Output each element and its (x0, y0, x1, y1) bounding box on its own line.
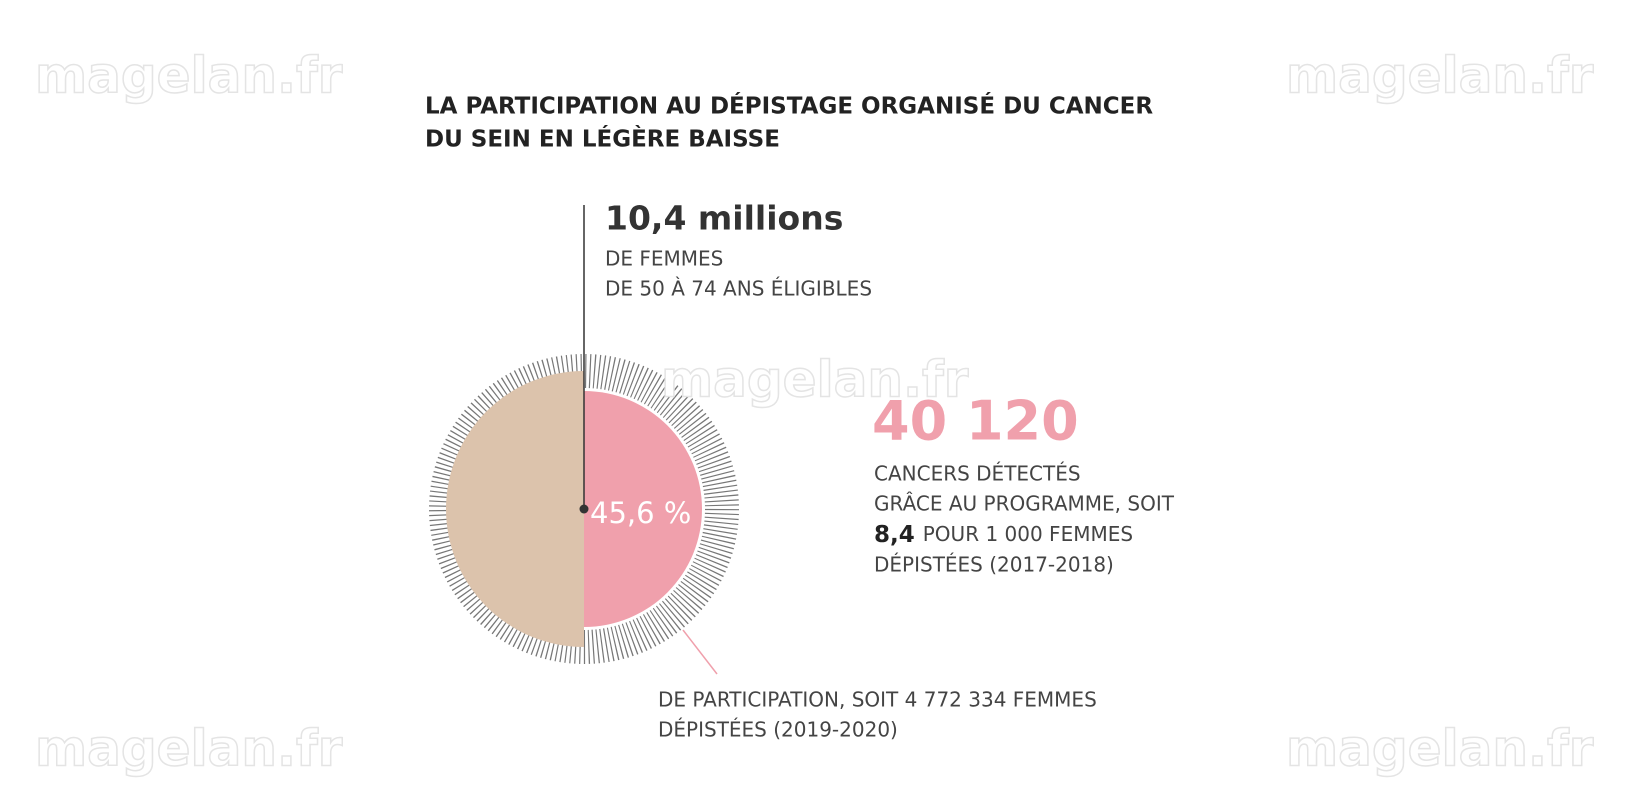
eligible-line: DE FEMMES (605, 247, 723, 271)
cancers-rate-text: POUR 1 000 FEMMES (923, 522, 1133, 546)
center-dot (579, 504, 589, 514)
pink-half (584, 391, 702, 627)
cancers-rate-line: 8,4 POUR 1 000 FEMMES (874, 522, 1133, 548)
watermark: magelan.fr (661, 351, 969, 409)
watermark: magelan.fr (35, 47, 343, 105)
eligible-figure: 10,4 millions (605, 199, 843, 238)
watermark: magelan.fr (1286, 720, 1594, 778)
eligible-line: DE 50 À 74 ANS ÉLIGIBLES (605, 277, 872, 301)
pink-leader (682, 629, 718, 675)
participation-figure: 45,6 % (590, 496, 691, 530)
cancers-line: GRÂCE AU PROGRAMME, SOIT (874, 492, 1175, 516)
participation-line: DÉPISTÉES (2019-2020) (658, 718, 898, 742)
cancers-line: CANCERS DÉTECTÉS (874, 462, 1081, 486)
cancers-line: DÉPISTÉES (2017-2018) (874, 553, 1114, 577)
cancers-figure: 40 120 (872, 390, 1079, 453)
participation-line: DE PARTICIPATION, SOIT 4 772 334 FEMMES (658, 688, 1097, 712)
cancers-rate: 8,4 (874, 522, 915, 548)
beige-half (446, 371, 584, 647)
title-line: DU SEIN EN LÉGÈRE BAISSE (425, 125, 780, 153)
title-line: LA PARTICIPATION AU DÉPISTAGE ORGANISÉ D… (425, 92, 1153, 120)
watermark: magelan.fr (35, 720, 343, 778)
watermark: magelan.fr (1286, 47, 1594, 105)
